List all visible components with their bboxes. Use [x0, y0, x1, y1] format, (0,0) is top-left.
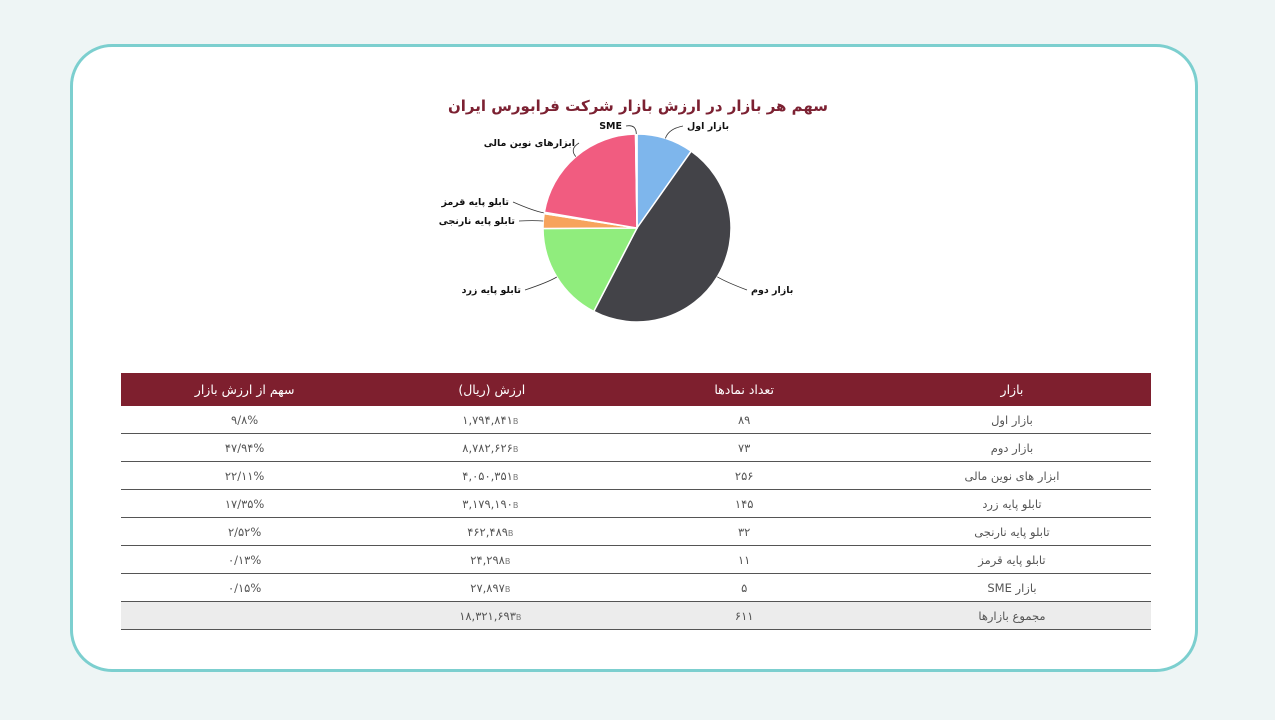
header-share: سهم از ارزش بازار [121, 373, 369, 406]
count-cell: ۱۴۵ [615, 489, 873, 518]
market-cell: ابزار های نوین مالی [872, 461, 1151, 490]
table-total-row: مجموع بازارها ۶۱۱ ۱۸,۳۲۱,۶۹۳B [121, 601, 1151, 630]
value-cell: ۸,۷۸۲,۶۲۶B [368, 433, 616, 462]
value-cell: ۱۸,۳۲۱,۶۹۳B [368, 601, 616, 630]
pie-slice [542, 227, 639, 313]
table-row: بازار اول ۸۹ ۱,۷۹۴,۸۴۱B ۹/۸% [121, 406, 1151, 434]
market-cell: تابلو پایه زرد [872, 489, 1151, 518]
value-number: ۲۴,۲۹۸ [470, 552, 505, 567]
value-number: ۱,۷۹۴,۸۴۱ [462, 412, 513, 427]
value-number: ۲۷,۸۹۷ [470, 580, 505, 595]
currency-icon: B [512, 416, 519, 426]
slice-label: تابلو پایه قرمز [440, 197, 509, 208]
value-cell: ۴۶۲,۴۸۹B [368, 517, 616, 546]
count-cell: ۶۱۱ [615, 601, 873, 630]
label-connector [524, 276, 558, 291]
value-cell: ۳,۱۷۹,۱۹۰B [368, 489, 616, 518]
pie-chart: بازار اول بازار دوم تابلو پایه زرد تابلو پا… [439, 121, 793, 323]
share-cell: ۹/۸% [121, 406, 369, 434]
value-number: ۳,۱۷۹,۱۹۰ [462, 496, 513, 511]
value-number: ۱۸,۳۲۱,۶۹۳ [459, 608, 516, 623]
share-cell: ۲۲/۱۱% [121, 461, 369, 490]
content-card: سهم هر بازار در ارزش بازار شرکت فرابورس … [70, 44, 1198, 672]
table-row: بازار SME ۵ ۲۷,۸۹۷B ۰/۱۵% [121, 573, 1151, 602]
currency-icon: B [512, 472, 519, 482]
value-cell: ۱,۷۹۴,۸۴۱B [368, 406, 616, 434]
market-cell: مجموع بازارها [872, 601, 1151, 630]
currency-icon: B [504, 556, 511, 566]
share-cell: ۴۷/۹۴% [121, 433, 369, 462]
value-number: ۸,۷۸۲,۶۲۶ [462, 440, 513, 455]
currency-icon: B [504, 584, 511, 594]
slice-label: SME [599, 121, 622, 132]
count-cell: ۵ [615, 573, 873, 602]
value-cell: ۲۷,۸۹۷B [368, 573, 616, 602]
slice-label: ابزارهای نوین مالی [484, 138, 575, 149]
slice-label: تابلو پایه نارنجی [439, 216, 515, 227]
share-cell: ۲/۵۲% [121, 517, 369, 546]
table-row: تابلو پایه نارنجی ۳۲ ۴۶۲,۴۸۹B ۲/۵۲% [121, 517, 1151, 546]
header-count: تعداد نمادها [615, 373, 873, 406]
value-cell: ۲۴,۲۹۸B [368, 545, 616, 574]
count-cell: ۸۹ [615, 406, 873, 434]
market-cell: بازار SME [872, 573, 1151, 602]
pie-slice [634, 133, 638, 229]
value-cell: ۴,۰۵۰,۳۵۱B [368, 461, 616, 490]
share-cell [121, 601, 369, 630]
slice-label: بازار اول [687, 121, 729, 132]
market-table: بازار تعداد نمادها ارزش (ریال) سهم از ار… [121, 373, 1151, 630]
share-cell: ۰/۱۵% [121, 573, 369, 602]
currency-icon: B [512, 500, 519, 510]
share-cell: ۱۷/۳۵% [121, 489, 369, 518]
currency-icon: B [512, 444, 519, 454]
slice-label: بازار دوم [751, 285, 793, 296]
table-header-row: بازار تعداد نمادها ارزش (ریال) سهم از ار… [121, 373, 1151, 406]
count-cell: ۳۲ [615, 517, 873, 546]
currency-icon: B [515, 612, 522, 622]
value-number: ۴۶۲,۴۸۹ [467, 524, 508, 539]
header-market: بازار [872, 373, 1151, 406]
count-cell: ۲۵۶ [615, 461, 873, 490]
value-number: ۴,۰۵۰,۳۵۱ [462, 468, 513, 483]
market-cell: تابلو پایه قرمز [872, 545, 1151, 574]
pie-slice [543, 133, 638, 229]
count-cell: ۷۳ [615, 433, 873, 462]
currency-icon: B [507, 528, 514, 538]
table-row: تابلو پایه زرد ۱۴۵ ۳,۱۷۹,۱۹۰B ۱۷/۳۵% [121, 489, 1151, 518]
table-row: تابلو پایه قرمز ۱۱ ۲۴,۲۹۸B ۰/۱۳% [121, 545, 1151, 574]
label-connector [665, 125, 684, 139]
market-cell: بازار دوم [872, 433, 1151, 462]
count-cell: ۱۱ [615, 545, 873, 574]
market-cell: تابلو پایه نارنجی [872, 517, 1151, 546]
market-cell: بازار اول [872, 406, 1151, 434]
share-cell: ۰/۱۳% [121, 545, 369, 574]
label-connector [512, 201, 545, 214]
pie-slice [592, 150, 732, 323]
label-connector [625, 125, 637, 135]
label-connector [717, 276, 748, 291]
chart-title: سهم هر بازار در ارزش بازار شرکت فرابورس … [447, 97, 829, 115]
header-value: ارزش (ریال) [368, 373, 616, 406]
table-row: ابزار های نوین مالی ۲۵۶ ۴,۰۵۰,۳۵۱B ۲۲/۱۱% [121, 461, 1151, 490]
label-connector [572, 142, 580, 157]
table-row: بازار دوم ۷۳ ۸,۷۸۲,۶۲۶B ۴۷/۹۴% [121, 433, 1151, 462]
slice-label: تابلو پایه زرد [462, 285, 521, 296]
